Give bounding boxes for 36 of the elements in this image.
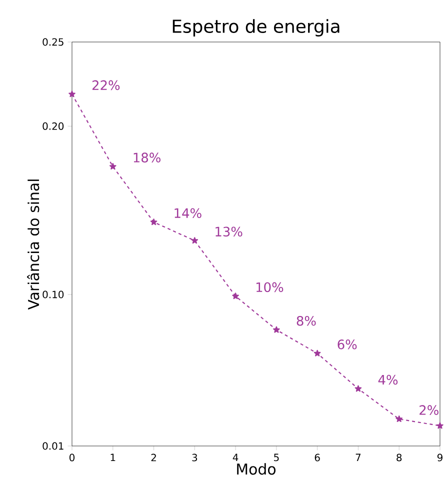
point	[68, 90, 76, 98]
chart-title: Espetro de energia	[172, 19, 340, 36]
x-tick-label: 8	[396, 454, 402, 462]
x-tick-label: 5	[274, 454, 279, 462]
point	[436, 422, 444, 429]
annotation: 22%	[92, 80, 120, 90]
point	[109, 163, 116, 170]
point	[396, 416, 402, 422]
point	[232, 292, 239, 300]
y-tick-label: 0.10	[42, 290, 64, 298]
x-tick-label: 6	[314, 454, 320, 462]
y-tick-label: 0.01	[42, 442, 64, 450]
annotation: 10%	[256, 282, 284, 292]
point	[191, 237, 198, 244]
annotation: 18%	[134, 152, 160, 162]
y-axis-title: Variância do sinal	[27, 180, 40, 310]
annotation: 2%	[420, 405, 438, 415]
annotation: 4%	[378, 374, 398, 385]
x-axis-title: Modo	[237, 463, 276, 475]
x-tick-label: 1	[110, 454, 116, 462]
point	[273, 326, 280, 333]
x-tick-label: 0	[69, 454, 75, 462]
annotation: 14%	[174, 208, 202, 218]
y-tick-label: 0.20	[42, 122, 64, 130]
x-tick-label: 4	[232, 454, 238, 462]
annotation: 13%	[216, 226, 242, 237]
point	[314, 350, 321, 356]
annotation: 8%	[296, 316, 316, 326]
x-tick-label: 2	[151, 454, 156, 462]
x-tick-label: 7	[356, 454, 361, 462]
x-tick-label: 3	[192, 454, 198, 462]
x-tick-label: 9	[437, 454, 442, 462]
point	[354, 385, 362, 392]
point	[150, 218, 158, 226]
y-tick-label: 0.25	[42, 38, 64, 46]
annotation: 6%	[338, 340, 357, 350]
